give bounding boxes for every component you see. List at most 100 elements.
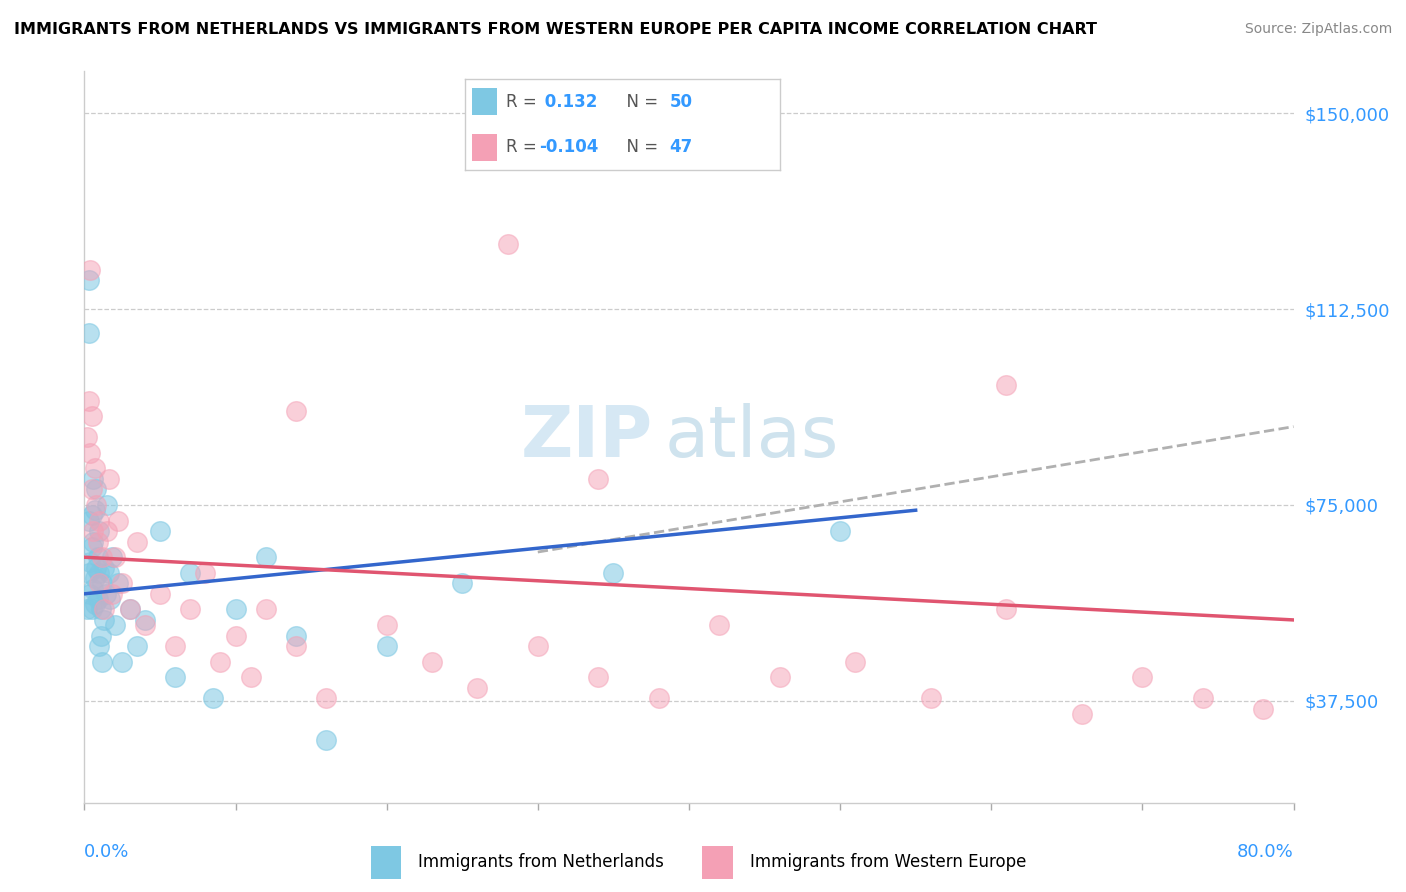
Point bbox=[225, 602, 247, 616]
Point bbox=[93, 613, 115, 627]
Point bbox=[91, 655, 114, 669]
Point bbox=[1071, 706, 1094, 721]
Point bbox=[111, 576, 134, 591]
Text: ZIP: ZIP bbox=[520, 402, 652, 472]
Point bbox=[201, 691, 224, 706]
Point bbox=[1192, 691, 1215, 706]
Point bbox=[179, 602, 201, 616]
Point bbox=[844, 655, 866, 669]
Point bbox=[89, 576, 111, 591]
Point bbox=[194, 566, 217, 580]
Point bbox=[467, 681, 489, 695]
Point bbox=[830, 524, 852, 538]
Point bbox=[89, 566, 111, 580]
Point bbox=[209, 655, 232, 669]
Point bbox=[77, 273, 100, 287]
Point bbox=[602, 566, 624, 580]
Point bbox=[79, 263, 101, 277]
Point bbox=[118, 602, 141, 616]
Point bbox=[1253, 702, 1275, 716]
Point bbox=[86, 483, 108, 497]
Point bbox=[77, 393, 100, 408]
Point bbox=[82, 582, 104, 596]
Point bbox=[84, 461, 107, 475]
Point bbox=[254, 550, 277, 565]
Point bbox=[254, 602, 277, 616]
Point bbox=[86, 498, 108, 512]
Point bbox=[80, 409, 103, 424]
Point bbox=[588, 472, 610, 486]
Point bbox=[769, 670, 792, 684]
Point bbox=[995, 602, 1018, 616]
Point bbox=[86, 560, 108, 574]
Point bbox=[588, 670, 610, 684]
Point bbox=[84, 597, 107, 611]
Point bbox=[93, 602, 115, 616]
Point bbox=[82, 524, 104, 538]
Point bbox=[165, 639, 187, 653]
Point bbox=[315, 733, 337, 747]
Point bbox=[94, 587, 117, 601]
Point bbox=[239, 670, 262, 684]
Point bbox=[285, 639, 308, 653]
Point bbox=[149, 587, 172, 601]
Point bbox=[80, 540, 103, 554]
Text: IMMIGRANTS FROM NETHERLANDS VS IMMIGRANTS FROM WESTERN EUROPE PER CAPITA INCOME : IMMIGRANTS FROM NETHERLANDS VS IMMIGRANT… bbox=[14, 22, 1097, 37]
Point bbox=[87, 592, 110, 607]
Point bbox=[87, 550, 110, 565]
Point bbox=[80, 508, 103, 523]
Point bbox=[77, 326, 100, 340]
Point bbox=[76, 430, 98, 444]
Point bbox=[77, 566, 100, 580]
Point bbox=[79, 556, 101, 570]
Point bbox=[648, 691, 671, 706]
Point bbox=[104, 550, 127, 565]
Point bbox=[285, 629, 308, 643]
Point bbox=[96, 498, 118, 512]
Point bbox=[149, 524, 172, 538]
Point bbox=[90, 629, 112, 643]
Point bbox=[111, 655, 134, 669]
Point bbox=[420, 655, 443, 669]
Point bbox=[79, 587, 101, 601]
Point bbox=[127, 639, 149, 653]
Point bbox=[91, 576, 114, 591]
Point bbox=[82, 534, 104, 549]
Point bbox=[80, 602, 103, 616]
Point bbox=[127, 534, 149, 549]
Point bbox=[100, 587, 122, 601]
Point bbox=[79, 446, 101, 460]
Point bbox=[995, 377, 1018, 392]
Point bbox=[496, 236, 519, 251]
Point bbox=[225, 629, 247, 643]
Point bbox=[84, 571, 107, 585]
Point bbox=[77, 514, 100, 528]
Text: 0.0%: 0.0% bbox=[84, 843, 129, 861]
Point bbox=[920, 691, 942, 706]
Point bbox=[97, 472, 120, 486]
Point bbox=[179, 566, 201, 580]
Point bbox=[91, 550, 114, 565]
Point bbox=[76, 602, 98, 616]
Point bbox=[107, 576, 129, 591]
Point bbox=[80, 483, 103, 497]
Point bbox=[709, 618, 731, 632]
Point bbox=[134, 618, 156, 632]
Point bbox=[315, 691, 337, 706]
Point bbox=[165, 670, 187, 684]
Point bbox=[527, 639, 550, 653]
Point bbox=[375, 639, 398, 653]
Point bbox=[1130, 670, 1153, 684]
Point bbox=[104, 618, 127, 632]
Point bbox=[451, 576, 474, 591]
Text: 80.0%: 80.0% bbox=[1237, 843, 1294, 861]
Point bbox=[134, 613, 156, 627]
Point bbox=[89, 524, 111, 538]
Point bbox=[118, 602, 141, 616]
Text: Source: ZipAtlas.com: Source: ZipAtlas.com bbox=[1244, 22, 1392, 37]
Text: atlas: atlas bbox=[665, 402, 839, 472]
Point bbox=[87, 534, 110, 549]
Point bbox=[97, 566, 120, 580]
Point bbox=[90, 602, 112, 616]
Point bbox=[375, 618, 398, 632]
